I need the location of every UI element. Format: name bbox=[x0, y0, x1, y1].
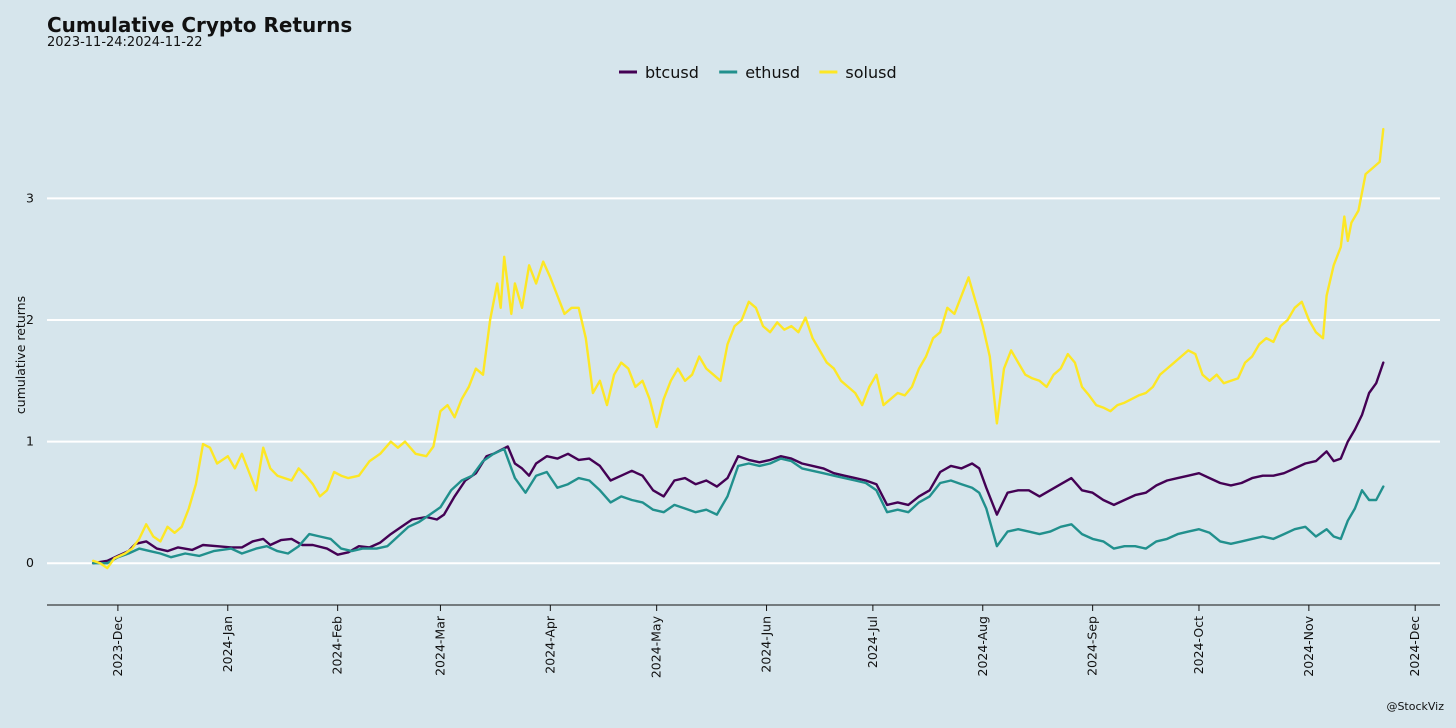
x-tick-label-2024-Feb: 2024-Feb bbox=[330, 616, 345, 675]
legend-label-btcusd: btcusd bbox=[645, 63, 699, 82]
x-tick-label-2024-Nov: 2024-Nov bbox=[1301, 615, 1316, 676]
legend-label-solusd: solusd bbox=[845, 63, 896, 82]
y-axis-label: cumulative returns bbox=[13, 296, 28, 414]
x-tick-label-2024-Aug: 2024-Aug bbox=[975, 616, 990, 676]
y-tick-label-1: 1 bbox=[26, 434, 34, 449]
chart-title: Cumulative Crypto Returns bbox=[47, 13, 352, 37]
y-tick-label-3: 3 bbox=[26, 190, 34, 205]
legend-item-solusd: solusd bbox=[819, 63, 897, 82]
series-line-solusd bbox=[91, 127, 1385, 570]
x-tick-label-2024-Sep: 2024-Sep bbox=[1085, 616, 1100, 676]
legend: btcusd ethusd solusd bbox=[619, 63, 897, 82]
y-tick-label-0: 0 bbox=[26, 555, 34, 570]
x-tick-label-2024-Dec: 2024-Dec bbox=[1407, 616, 1422, 677]
x-axis-ticks: 2023-Dec 2024-Jan 2024-Feb 2024-Mar 2024-Apr… bbox=[110, 605, 1422, 678]
x-tick-label-2024-Oct: 2024-Oct bbox=[1191, 616, 1206, 674]
x-tick-label-2024-Mar: 2024-Mar bbox=[432, 615, 447, 676]
caption: @StockViz bbox=[1386, 700, 1444, 713]
x-tick-label-2024-Jul: 2024-Jul bbox=[865, 616, 880, 668]
x-tick-label-2023-Dec: 2023-Dec bbox=[110, 616, 125, 677]
x-tick-label-2024-Jan: 2024-Jan bbox=[220, 616, 235, 672]
legend-label-ethusd: ethusd bbox=[745, 63, 800, 82]
gridlines bbox=[47, 197, 1440, 565]
x-tick-label-2024-Jun: 2024-Jun bbox=[759, 616, 774, 673]
series-line-ethusd bbox=[91, 447, 1385, 565]
y-axis-ticks: 0 1 2 3 bbox=[26, 190, 34, 570]
y-tick-label-2: 2 bbox=[26, 312, 34, 327]
legend-item-ethusd: ethusd bbox=[719, 63, 800, 82]
legend-item-btcusd: btcusd bbox=[619, 63, 699, 82]
chart-subtitle: 2023-11-24:2024-11-22 bbox=[47, 35, 202, 50]
x-tick-label-2024-Apr: 2024-Apr bbox=[542, 615, 557, 674]
series-layer bbox=[91, 127, 1385, 570]
series-line-btcusd bbox=[91, 361, 1385, 565]
x-tick-label-2024-May: 2024-May bbox=[649, 615, 664, 678]
